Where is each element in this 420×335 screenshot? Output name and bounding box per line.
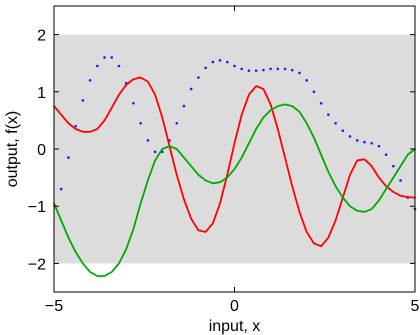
data-point (392, 164, 395, 168)
data-point (175, 121, 179, 125)
y-axis-label: output, f(x) (4, 111, 21, 187)
data-point (254, 69, 258, 72)
data-point (283, 67, 287, 71)
data-point (96, 64, 99, 68)
data-point (355, 139, 359, 142)
data-point (225, 60, 229, 64)
confidence-band (54, 34, 415, 264)
data-point (363, 140, 366, 144)
data-point (67, 156, 70, 159)
data-point (88, 79, 92, 82)
ticks-layer: −5 0 5 −2 −1 0 1 2 (28, 6, 420, 315)
data-point (312, 90, 316, 94)
y-tick-label: 0 (37, 142, 46, 159)
data-point (341, 129, 345, 132)
data-point (103, 56, 106, 59)
data-point (197, 76, 200, 79)
data-point (276, 67, 280, 71)
data-point (211, 60, 215, 64)
data-point (348, 135, 352, 138)
data-point (81, 99, 85, 102)
data-point (399, 179, 402, 182)
y-tick-label: 2 (37, 28, 46, 45)
x-tick-label: −5 (45, 298, 63, 315)
y-tick-label: −1 (28, 199, 46, 216)
data-point (269, 67, 272, 71)
data-point (218, 59, 222, 62)
plot-area (53, 5, 417, 293)
data-point (327, 113, 330, 116)
data-point (132, 101, 135, 105)
data-point (139, 121, 142, 125)
y-tick-label: −2 (28, 256, 46, 273)
data-point (319, 101, 323, 105)
data-point (377, 144, 381, 148)
data-point (298, 71, 301, 75)
data-point (189, 87, 193, 91)
series-1-line (53, 76, 416, 248)
x-tick-label: 5 (411, 298, 420, 315)
y-tick-label: 1 (37, 85, 46, 102)
x-axis-label: input, x (209, 318, 261, 335)
data-point (59, 187, 63, 191)
data-point (247, 69, 251, 72)
data-point (110, 56, 114, 59)
data-point (370, 141, 373, 145)
data-point (204, 66, 207, 70)
data-point (233, 64, 236, 68)
data-point (74, 124, 77, 128)
data-point (290, 68, 294, 72)
data-point (384, 153, 388, 157)
data-point (305, 79, 309, 82)
data-point (117, 64, 121, 68)
data-point (182, 104, 186, 108)
data-point (146, 139, 150, 142)
data-point (262, 68, 265, 72)
series-layer (53, 56, 417, 277)
series-2-line (53, 103, 416, 277)
x-tick-label: 0 (230, 298, 239, 315)
data-point (240, 67, 244, 71)
data-point (334, 121, 337, 125)
data-point (153, 150, 157, 154)
